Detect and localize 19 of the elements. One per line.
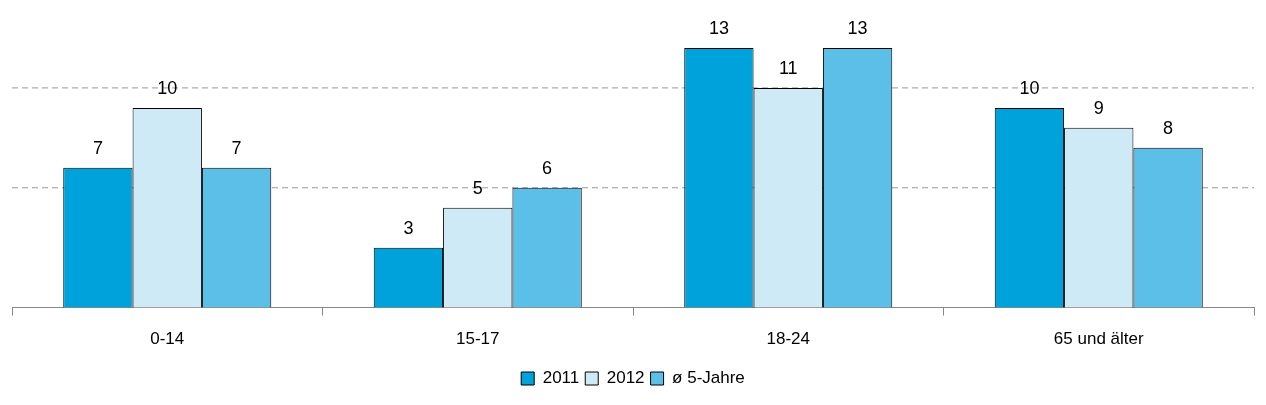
data-label: 10 [1019, 77, 1040, 98]
data-label: 3 [403, 217, 414, 238]
data-label: 7 [92, 137, 103, 158]
x-tick-label: 15-17 [456, 329, 500, 349]
x-tick-label: 18-24 [766, 329, 810, 349]
data-label: 7 [231, 137, 242, 158]
data-label: 13 [708, 17, 729, 38]
data-label: 5 [472, 177, 483, 198]
data-label: 6 [542, 157, 553, 178]
x-tick-label: 0-14 [150, 329, 185, 349]
data-label: 10 [157, 77, 178, 98]
data-label: 8 [1163, 117, 1174, 138]
legend-label: 2012 [606, 368, 645, 388]
data-label: 11 [778, 57, 798, 78]
legend-label: ø 5-Jahre [672, 368, 745, 388]
legend-label: 2011 [542, 368, 580, 388]
data-label: 9 [1093, 97, 1104, 118]
x-tick-label: 65 und älter [1053, 329, 1144, 349]
data-label: 13 [847, 17, 868, 38]
